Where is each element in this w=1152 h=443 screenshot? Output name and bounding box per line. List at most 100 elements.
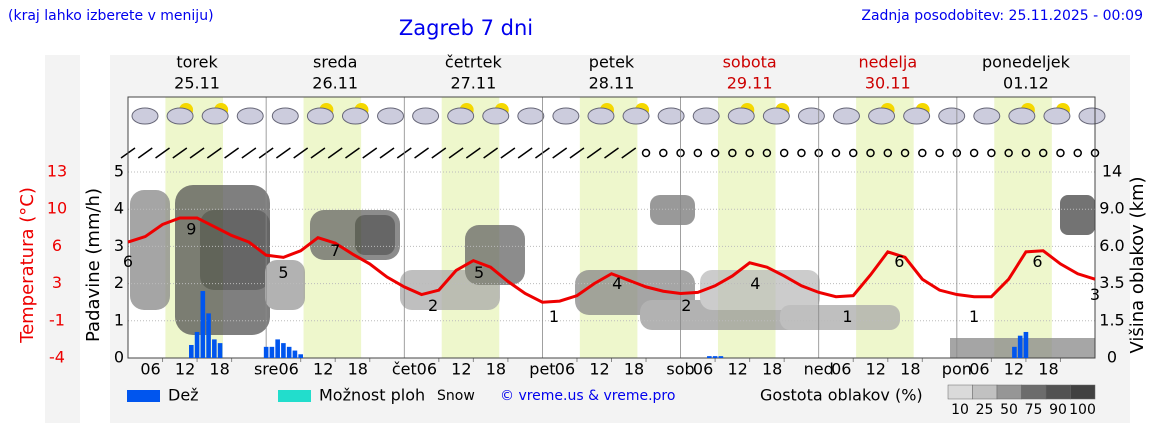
calm-wind <box>659 148 668 158</box>
precipitation-bar <box>212 339 217 358</box>
wind-barb <box>345 147 360 159</box>
precipitation-bar <box>263 346 269 358</box>
cloud-icon <box>482 107 510 125</box>
wind-barb <box>586 147 602 159</box>
calm-wind <box>710 148 720 158</box>
x-tick-label: sob <box>666 360 694 379</box>
wind-barb <box>552 147 568 159</box>
wind-barb <box>604 147 619 159</box>
precipitation-bar <box>217 343 223 358</box>
x-tick-label: 18 <box>762 360 782 379</box>
cloud-icon <box>657 107 685 125</box>
wind-barb <box>483 147 499 159</box>
x-tick-label: pon <box>942 360 972 379</box>
cloud-icon <box>131 107 159 125</box>
precipitation-bar <box>718 356 724 358</box>
temperature-extreme-label: 6 <box>1032 252 1042 271</box>
day-date: 30.11 <box>865 74 911 93</box>
day-date: 26.11 <box>312 74 358 93</box>
temperature-tick-label: -1 <box>49 310 65 329</box>
calm-wind <box>900 148 910 158</box>
credit: © vreme.us & vreme.pro <box>500 388 675 404</box>
wind-barb <box>465 147 481 159</box>
wind-barb <box>621 147 637 159</box>
x-tick-label: 12 <box>313 360 333 379</box>
legend-swatch <box>127 390 160 402</box>
cloud-icon <box>552 107 580 125</box>
precipitation-bar <box>206 313 211 358</box>
updated: Zadnja posodobitev: 25.11.2025 - 00:09 <box>861 8 1143 24</box>
day-date: 25.11 <box>174 74 220 93</box>
day-name: torek <box>176 53 218 72</box>
calm-wind <box>987 148 996 158</box>
cloud-icon <box>201 107 229 125</box>
x-tick-label: 18 <box>348 360 368 379</box>
wind-barb <box>172 147 188 159</box>
cloud-density-swatch <box>1045 384 1071 400</box>
cloud-density-field <box>130 185 1095 358</box>
cloud-icon <box>377 107 405 125</box>
note: (kraj lahko izberete v meniju) <box>8 8 214 24</box>
cloud-icon <box>762 107 790 125</box>
x-tick-label: 18 <box>1038 360 1058 379</box>
temperature-tick-label: 3 <box>52 273 62 292</box>
x-tick-label: čet <box>392 360 417 379</box>
calm-wind <box>866 148 875 158</box>
cloud-icon <box>973 107 1001 125</box>
wind-barb <box>448 147 464 159</box>
temperature-extreme-label: 1 <box>842 307 852 326</box>
precipitation-bar <box>1023 331 1029 358</box>
wind-barb <box>241 147 257 159</box>
cloud-icon <box>341 107 369 125</box>
wind-barb <box>517 147 533 159</box>
calm-wind <box>935 148 944 158</box>
daylight-band <box>994 97 1052 358</box>
cloud-icon <box>412 107 440 125</box>
calm-wind <box>849 148 858 158</box>
precipitation-tick-label: 2 <box>114 273 124 292</box>
precipitation-bar <box>286 346 292 358</box>
x-tick-label: 18 <box>900 360 920 379</box>
wind-barb <box>327 147 343 159</box>
cloud-density-level: 10 <box>951 402 969 418</box>
precipitation-tick-label: 4 <box>114 199 124 218</box>
temperature-extreme-label: 9 <box>186 219 196 238</box>
cloud-height-tick-label: 6.0 <box>1099 236 1124 255</box>
calm-wind <box>797 148 806 158</box>
legend-swatch <box>278 390 311 402</box>
calm-wind <box>1073 148 1082 158</box>
cloud-density-level: 50 <box>1000 402 1018 418</box>
precipitation-bar <box>292 350 298 358</box>
precipitation-bar <box>200 291 206 358</box>
wind-barb <box>293 147 309 159</box>
cloud-density-level: 90 <box>1049 402 1067 418</box>
calm-wind <box>831 148 841 158</box>
x-tick-label: 06 <box>693 360 713 379</box>
precipitation-bar <box>275 339 280 358</box>
day-name: sreda <box>313 53 357 72</box>
cloud-icon <box>517 107 545 125</box>
legend-label: Možnost ploh <box>319 386 425 405</box>
cloud-height-tick-label: 0 <box>1107 348 1117 367</box>
wind-barb <box>431 147 447 159</box>
plot-frame <box>127 96 1096 359</box>
calm-wind <box>1038 148 1048 158</box>
cloud-density-swatch <box>1021 384 1047 400</box>
calm-wind <box>883 148 893 158</box>
cloud-icon <box>622 107 650 125</box>
cloud-height-tick-label: 9.0 <box>1099 199 1124 218</box>
wind-barb <box>500 147 516 159</box>
day-name: ponedeljek <box>982 53 1071 72</box>
cloud-icon <box>306 107 334 125</box>
calm-wind <box>918 148 927 158</box>
wind-barb <box>224 147 240 159</box>
cloud-icon <box>236 107 264 125</box>
x-tick-label: pet <box>529 360 555 379</box>
left-panel <box>45 55 80 423</box>
temperature-tick-label: -4 <box>49 348 65 367</box>
cloud-icon <box>271 107 299 125</box>
precipitation-tick-label: 5 <box>114 162 124 181</box>
x-tick-label: 06 <box>140 360 160 379</box>
day-date: 29.11 <box>727 74 773 93</box>
cloud-icon <box>727 107 755 125</box>
